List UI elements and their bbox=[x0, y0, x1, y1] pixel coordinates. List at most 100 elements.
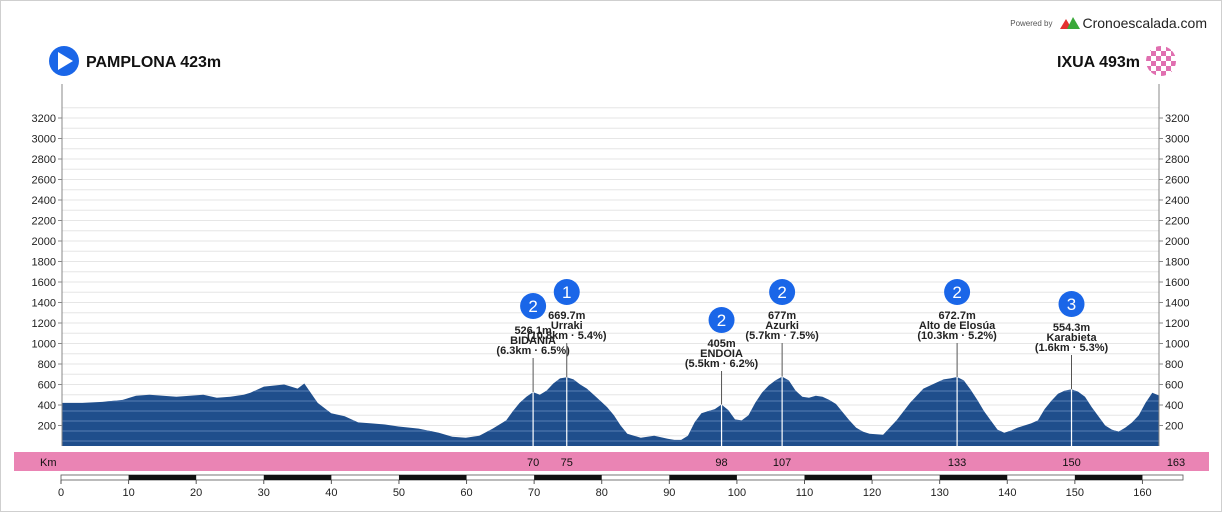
start-label: PAMPLONA 423m bbox=[86, 54, 221, 71]
y-tick-label-left: 1800 bbox=[32, 257, 56, 269]
x-tick-label: 140 bbox=[998, 487, 1016, 499]
climb-detail: (10.3km · 5.2%) bbox=[917, 330, 997, 342]
km-marker-label: 107 bbox=[773, 457, 791, 469]
category-label: 1 bbox=[562, 283, 571, 302]
y-tick-label-left: 1600 bbox=[32, 277, 56, 289]
climb-elevation: 554.3m bbox=[1053, 322, 1091, 334]
y-tick-label-left: 600 bbox=[38, 380, 56, 392]
km-marker-label: 150 bbox=[1062, 457, 1080, 469]
category-badge bbox=[944, 279, 971, 305]
scale-segment bbox=[263, 475, 332, 480]
x-tick-label: 80 bbox=[596, 487, 608, 499]
climb-name: Azurki bbox=[765, 320, 799, 332]
y-tick-label-left: 2800 bbox=[32, 154, 56, 166]
climb-elevation: 677m bbox=[768, 310, 796, 322]
x-tick-label: 0 bbox=[58, 487, 64, 499]
flag-squares bbox=[1146, 46, 1176, 76]
y-tick-label-right: 1200 bbox=[1165, 318, 1189, 330]
scale-bar bbox=[60, 474, 1184, 481]
y-tick-label-right: 800 bbox=[1165, 359, 1183, 371]
start-header: PAMPLONA 423m bbox=[49, 46, 221, 76]
brand-credit: Powered by Cronoescalada.com bbox=[1010, 15, 1207, 31]
x-tick-label: 70 bbox=[528, 487, 540, 499]
scale-segment bbox=[534, 475, 602, 480]
scale-segment bbox=[804, 475, 873, 480]
scale-segment bbox=[939, 475, 1008, 480]
category-label: 3 bbox=[1067, 295, 1076, 314]
category-label: 2 bbox=[777, 283, 786, 302]
climb-detail: (6.3km · 6.5%) bbox=[496, 345, 570, 357]
y-tick-label-right: 1400 bbox=[1165, 298, 1189, 310]
category-badge bbox=[769, 279, 796, 305]
x-tick-label: 40 bbox=[325, 487, 337, 499]
y-tick-label-left: 1200 bbox=[32, 318, 56, 330]
y-tick-label-right: 400 bbox=[1165, 400, 1183, 412]
finish-header: IXUA 493m bbox=[1057, 46, 1176, 76]
km-marker-label: 98 bbox=[715, 457, 727, 469]
gridlines bbox=[62, 107, 1159, 437]
category-badge bbox=[1058, 291, 1085, 317]
scale-segment bbox=[398, 475, 467, 480]
y-tick-label-right: 3200 bbox=[1165, 113, 1189, 125]
x-tick-label: 10 bbox=[122, 487, 134, 499]
y-tick-label-right: 1800 bbox=[1165, 257, 1189, 269]
y-tick-label-left: 800 bbox=[38, 359, 56, 371]
y-tick-label-right: 2800 bbox=[1165, 154, 1189, 166]
category-label: 2 bbox=[528, 297, 537, 316]
distance-scale: 0 10 20 30 40 50 60 70 80 90 100 110 120 130 140 150 160 bbox=[58, 474, 1184, 499]
climb-detail: (5.7km · 7.5%) bbox=[745, 330, 819, 342]
x-tick-label: 20 bbox=[190, 487, 202, 499]
x-tick-label: 130 bbox=[930, 487, 948, 499]
x-tick-label: 30 bbox=[258, 487, 270, 499]
category-badge bbox=[520, 293, 547, 319]
finish-checkered-flag-icon bbox=[1146, 46, 1176, 76]
x-tick-label: 110 bbox=[796, 487, 814, 499]
km-marker-label: 70 bbox=[527, 457, 539, 469]
x-tick-label: 160 bbox=[1133, 487, 1151, 499]
x-tick-label: 100 bbox=[728, 487, 746, 499]
climb-name: BIDANIA bbox=[510, 335, 556, 347]
climb-name: ENDOIA bbox=[700, 348, 743, 360]
climb-elevation: 669.7m bbox=[548, 310, 586, 322]
profile-area bbox=[62, 376, 1159, 446]
y-tick-label-right: 600 bbox=[1165, 380, 1183, 392]
km-marker-label: 75 bbox=[561, 457, 573, 469]
brand-name[interactable]: Cronoescalada.com bbox=[1082, 15, 1207, 31]
climb-detail: (5.5km · 6.2%) bbox=[685, 358, 759, 370]
y-tick-label-right: 1600 bbox=[1165, 277, 1189, 289]
category-label: 2 bbox=[952, 283, 961, 302]
y-tick-label-left: 400 bbox=[38, 400, 56, 412]
x-tick-label: 50 bbox=[393, 487, 405, 499]
x-tick-label: 120 bbox=[863, 487, 881, 499]
climb-detail: (1.6km · 5.3%) bbox=[1035, 342, 1109, 354]
category-badge bbox=[553, 279, 580, 305]
y-axes bbox=[61, 84, 1160, 446]
climb-elevation: 526.1m bbox=[514, 325, 552, 337]
climb-elevation: 672.7m bbox=[938, 310, 976, 322]
y-tick-label-left: 3000 bbox=[32, 134, 56, 146]
powered-by-label: Powered by bbox=[1010, 18, 1053, 28]
y-tick-label-left: 200 bbox=[38, 421, 56, 433]
mountain-logo-icon bbox=[1060, 17, 1081, 29]
climb-name: Alto de Elosúa bbox=[919, 320, 996, 332]
scale-segment bbox=[669, 475, 737, 480]
y-tick-label-left: 2000 bbox=[32, 236, 56, 248]
climb-detail: (10.8km · 5.4%) bbox=[527, 330, 607, 342]
y-tick-label-left: 1000 bbox=[32, 339, 56, 351]
y-tick-label-left: 1400 bbox=[32, 298, 56, 310]
x-tick-label: 150 bbox=[1066, 487, 1084, 499]
category-badge bbox=[708, 307, 735, 333]
scale-segment bbox=[1074, 475, 1143, 480]
y-tick-label-right: 1000 bbox=[1165, 339, 1189, 351]
y-tick-label-left: 2600 bbox=[32, 175, 56, 187]
x-tick-label: 90 bbox=[663, 487, 675, 499]
x-tick-label: 60 bbox=[460, 487, 472, 499]
start-arrow-icon bbox=[49, 46, 79, 76]
km-markers: 70 75 98 107 133 150 163 bbox=[527, 457, 1185, 469]
